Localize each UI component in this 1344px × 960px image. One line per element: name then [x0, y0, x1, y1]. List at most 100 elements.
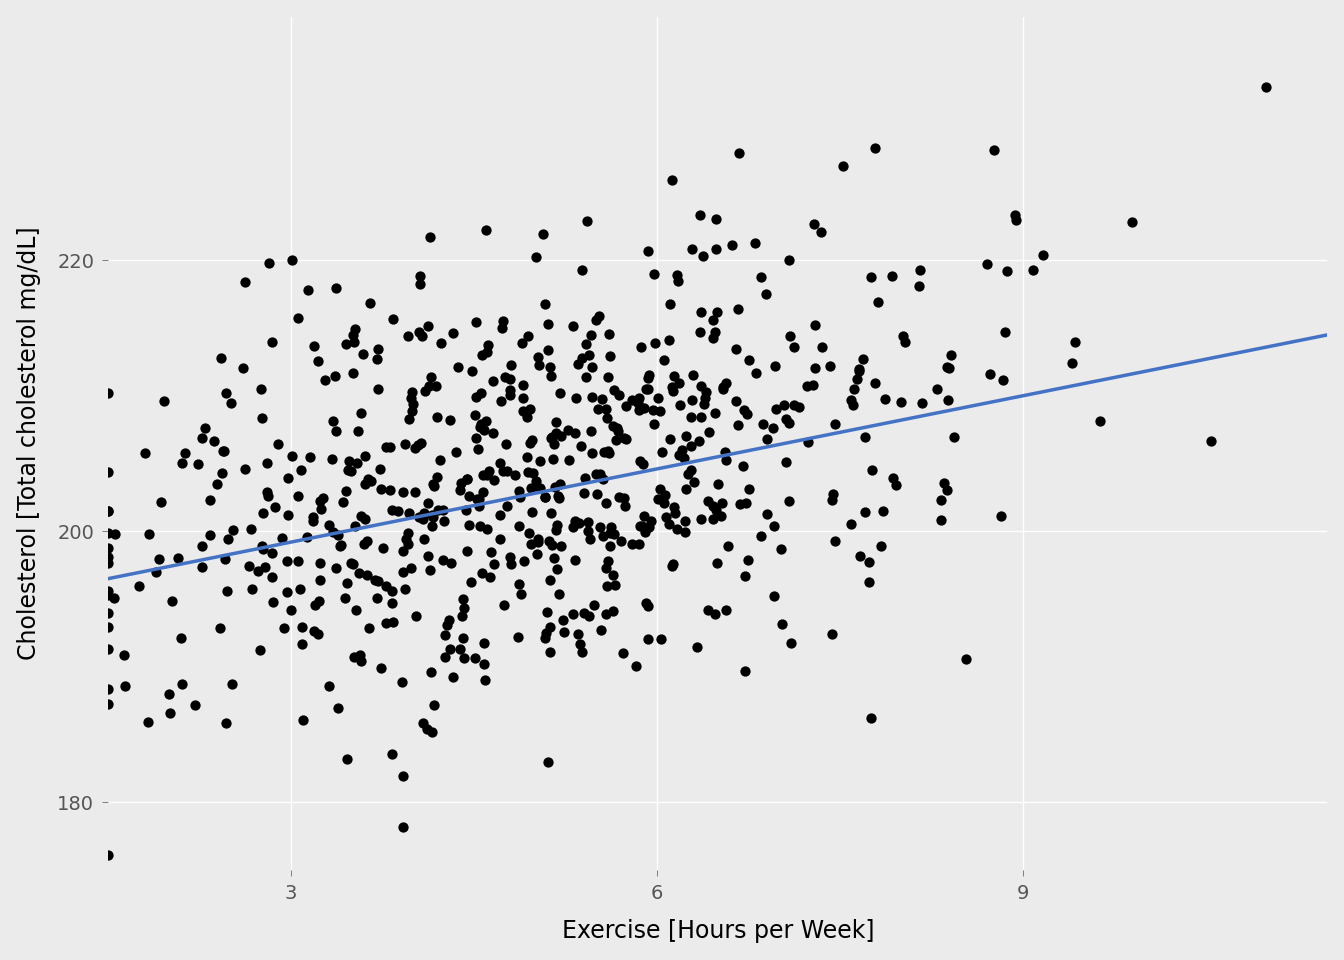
- Point: [910, 262, 931, 277]
- Point: [763, 518, 785, 534]
- Point: [476, 344, 497, 359]
- Point: [644, 416, 665, 431]
- Point: [382, 503, 403, 518]
- Point: [616, 397, 637, 413]
- Point: [542, 538, 563, 553]
- Point: [371, 660, 392, 676]
- Point: [539, 359, 560, 374]
- Point: [552, 625, 574, 640]
- Point: [676, 482, 698, 497]
- Point: [810, 225, 832, 240]
- Point: [391, 674, 413, 689]
- Point: [593, 529, 614, 544]
- Point: [407, 324, 429, 340]
- Point: [578, 523, 599, 539]
- Point: [258, 488, 280, 503]
- Point: [598, 445, 620, 461]
- Point: [516, 449, 538, 465]
- Point: [527, 532, 548, 547]
- Point: [1005, 212, 1027, 228]
- Point: [438, 612, 460, 628]
- Point: [687, 639, 708, 655]
- Point: [574, 606, 595, 621]
- Point: [526, 473, 547, 489]
- Point: [508, 518, 530, 534]
- Point: [496, 437, 517, 452]
- Point: [327, 528, 348, 543]
- Point: [521, 505, 543, 520]
- Point: [492, 313, 513, 328]
- Point: [765, 358, 786, 373]
- Point: [504, 467, 526, 482]
- Point: [337, 463, 359, 478]
- Point: [673, 450, 695, 466]
- Point: [757, 507, 778, 522]
- Point: [329, 539, 351, 554]
- Point: [405, 440, 426, 455]
- Point: [663, 383, 684, 398]
- Point: [574, 486, 595, 501]
- Point: [489, 456, 511, 471]
- Point: [538, 534, 559, 549]
- Point: [547, 488, 569, 503]
- Point: [153, 393, 175, 408]
- Point: [883, 469, 905, 485]
- Point: [532, 227, 554, 242]
- Point: [683, 474, 704, 490]
- Point: [335, 590, 356, 606]
- Point: [98, 696, 120, 711]
- Point: [98, 525, 120, 540]
- Point: [138, 526, 160, 541]
- Point: [634, 525, 656, 540]
- Point: [426, 468, 448, 484]
- Point: [597, 444, 618, 459]
- Point: [989, 508, 1011, 523]
- Point: [980, 367, 1001, 382]
- Point: [292, 712, 313, 728]
- Point: [660, 431, 681, 446]
- Point: [703, 511, 724, 526]
- Point: [526, 250, 547, 265]
- Point: [507, 630, 528, 645]
- Point: [599, 539, 621, 554]
- Point: [476, 521, 497, 537]
- Point: [368, 461, 390, 476]
- Point: [519, 435, 540, 450]
- Point: [703, 330, 724, 346]
- Point: [633, 400, 655, 416]
- Point: [421, 370, 442, 385]
- Point: [681, 241, 703, 256]
- Point: [821, 627, 843, 642]
- Point: [473, 636, 495, 651]
- Point: [218, 531, 239, 546]
- Point: [255, 455, 277, 470]
- Point: [930, 513, 952, 528]
- Point: [325, 368, 347, 383]
- Point: [535, 297, 556, 312]
- Point: [853, 429, 875, 444]
- Point: [882, 268, 903, 283]
- Point: [267, 437, 289, 452]
- Point: [188, 457, 210, 472]
- Point: [707, 555, 728, 570]
- Point: [439, 641, 461, 657]
- Point: [356, 567, 378, 583]
- Point: [383, 311, 405, 326]
- Point: [581, 327, 602, 343]
- Point: [732, 458, 754, 473]
- Point: [613, 430, 634, 445]
- Point: [550, 477, 571, 492]
- Point: [521, 433, 543, 448]
- Point: [512, 403, 534, 419]
- Point: [659, 516, 680, 532]
- Point: [382, 614, 403, 630]
- Point: [511, 335, 532, 350]
- Point: [290, 462, 312, 477]
- Point: [314, 372, 336, 387]
- Point: [430, 335, 452, 350]
- Point: [715, 453, 737, 468]
- Point: [457, 471, 478, 487]
- Point: [703, 312, 724, 327]
- Point: [590, 622, 612, 637]
- Point: [677, 467, 699, 482]
